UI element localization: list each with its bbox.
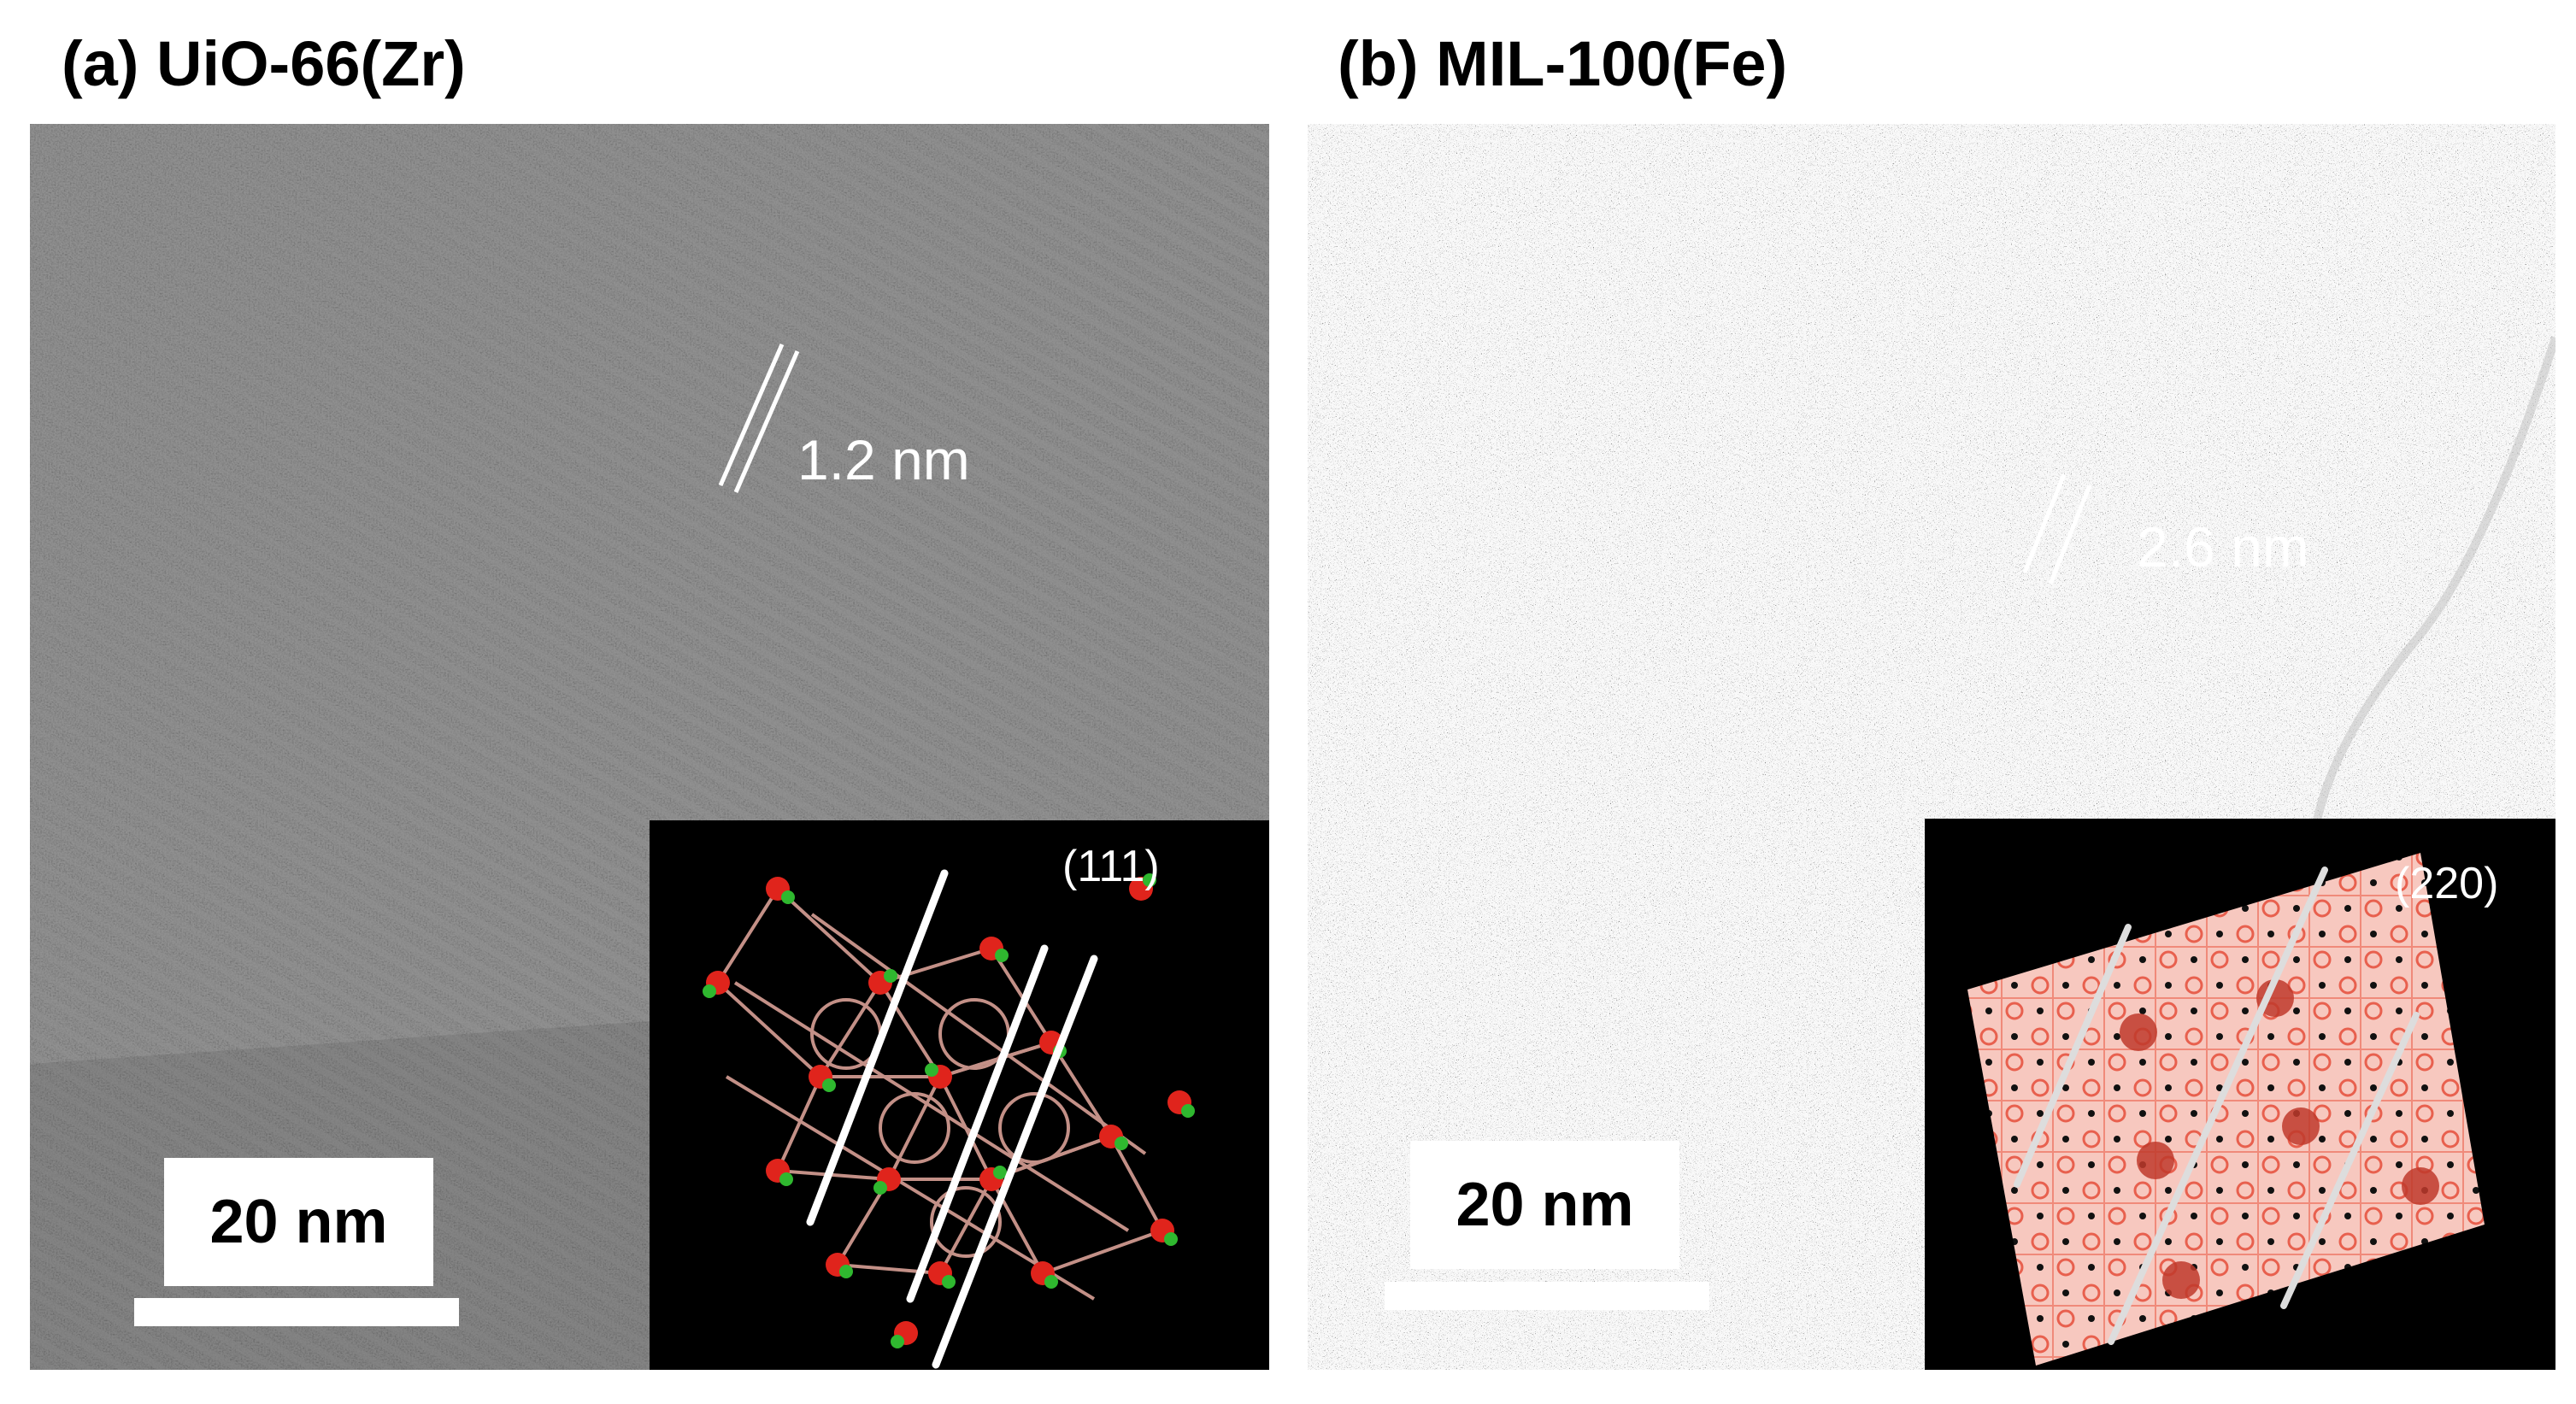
panel-a-title: (a) UiO-66(Zr) — [62, 28, 466, 99]
panel-b-inset-plane: (220) — [2395, 859, 2499, 908]
panel-a-tem-image: 1.2 nm 20 nm — [30, 124, 1269, 1370]
panel-a-inset: (111) — [650, 820, 1269, 1370]
mil100-structure-model — [1967, 853, 2485, 1366]
panel-b-title: (b) MIL-100(Fe) — [1338, 28, 1788, 99]
panel-a-scale-bar — [134, 1298, 459, 1326]
panel-b-scale-bar — [1385, 1282, 1709, 1310]
panel-b-tem-image: 2.6 nm 20 nm — [1308, 124, 2555, 1370]
panel-b-inset: (220) — [1925, 819, 2555, 1370]
panel-a-scale-box: 20 nm — [164, 1158, 433, 1286]
uio66-structure-model — [703, 869, 1195, 1369]
panel-b-scale-box: 20 nm — [1410, 1141, 1679, 1269]
panel-a-inset-plane: (111) — [1062, 842, 1160, 891]
panel-a-spacing-marker — [718, 344, 800, 493]
panel-b-spacing-label: 2.6 nm — [2137, 515, 2309, 579]
panel-a-spacing-label: 1.2 nm — [797, 428, 970, 491]
panel-b-spacing-marker — [2022, 473, 2092, 585]
